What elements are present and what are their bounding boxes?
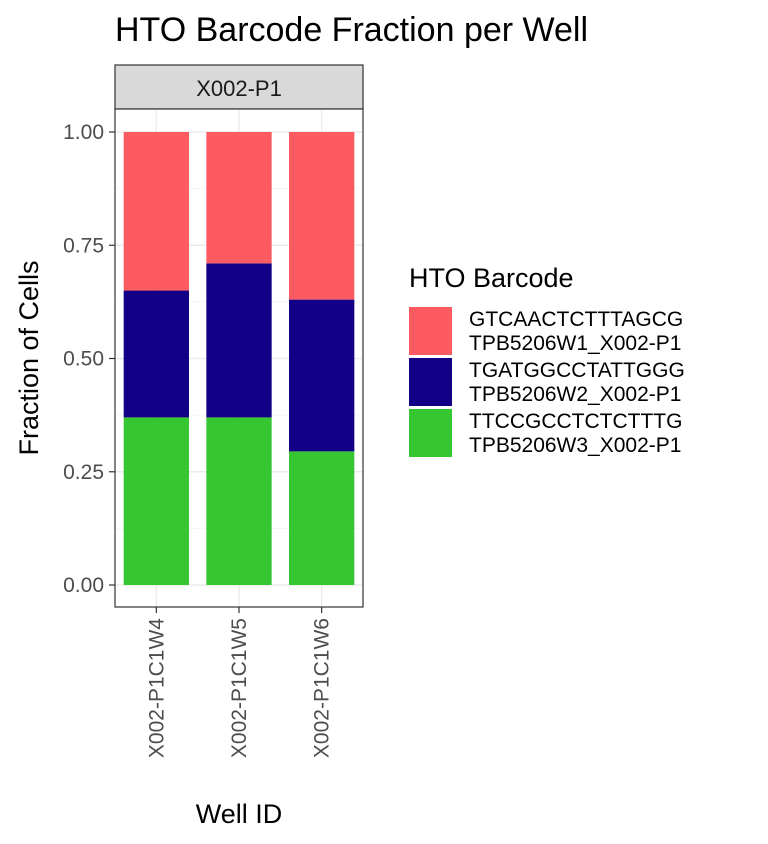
y-tick-label: 0.00 bbox=[63, 574, 104, 597]
legend-label-line1: TGATGGCCTATTGGG bbox=[469, 359, 685, 382]
bar-segment bbox=[289, 451, 355, 585]
facet-strip bbox=[114, 64, 364, 110]
legend-label-line1: GTCAACTCTTTAGCG bbox=[469, 308, 683, 331]
bars bbox=[123, 132, 355, 585]
x-axis-label: Well ID bbox=[196, 799, 283, 829]
y-tick-label: 0.75 bbox=[63, 234, 104, 257]
bar-segment bbox=[123, 290, 189, 418]
legend-label-line2: TPB5206W2_X002-P1 bbox=[469, 383, 681, 406]
bar-segment bbox=[206, 417, 272, 585]
x-axis: X002-P1C1W4 X002-P1C1W5 X002-P1C1W6 bbox=[145, 607, 334, 758]
y-tick-label: 0.50 bbox=[63, 348, 104, 371]
bar-segment bbox=[123, 417, 189, 585]
legend-key bbox=[409, 307, 452, 355]
bar-segment bbox=[289, 132, 355, 300]
bar-segment bbox=[123, 132, 189, 291]
x-tick-label: X002-P1C1W6 bbox=[311, 618, 334, 758]
legend: HTO Barcode GTCAACTCTTTAGCGTPB5206W1_X00… bbox=[409, 263, 685, 457]
legend-label-line1: TTCCGCCTCTCTTTG bbox=[469, 410, 682, 433]
facet-label: X002-P1 bbox=[196, 76, 282, 101]
legend-title: HTO Barcode bbox=[409, 263, 574, 293]
legend-label-line2: TPB5206W3_X002-P1 bbox=[469, 434, 681, 457]
y-axis: 0.00 0.25 0.50 0.75 1.00 bbox=[63, 121, 115, 597]
chart-title: HTO Barcode Fraction per Well bbox=[115, 11, 588, 49]
y-tick-label: 1.00 bbox=[63, 121, 104, 144]
bar-segment bbox=[206, 132, 272, 264]
x-tick-label: X002-P1C1W5 bbox=[228, 618, 251, 758]
y-tick-label: 0.25 bbox=[63, 461, 104, 484]
legend-key bbox=[409, 358, 452, 406]
legend-label-line2: TPB5206W1_X002-P1 bbox=[469, 332, 681, 355]
y-axis-label: Fraction of Cells bbox=[14, 260, 44, 455]
legend-key bbox=[409, 409, 452, 457]
bar-segment bbox=[289, 299, 355, 452]
bar-segment bbox=[206, 263, 272, 418]
x-tick-label: X002-P1C1W4 bbox=[145, 618, 168, 758]
